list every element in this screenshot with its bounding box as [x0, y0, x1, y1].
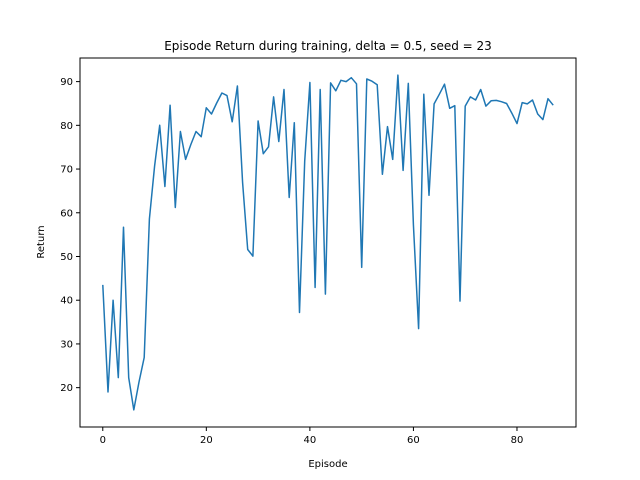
- x-tick-label: 0: [100, 435, 106, 446]
- y-tick-label: 70: [60, 165, 73, 176]
- series-line: [102, 74, 554, 411]
- y-tick-label: 60: [60, 208, 73, 219]
- y-tick-label: 20: [60, 383, 73, 394]
- y-tick-label: 80: [60, 121, 73, 132]
- series-layer: [102, 74, 554, 411]
- plot-area: [79, 57, 577, 428]
- y-tick-label: 50: [60, 252, 73, 263]
- y-axis-ticks: 20 30 40 50 60 70 80 90: [60, 77, 80, 394]
- y-axis-title: Return: [36, 225, 47, 258]
- y-tick-label: 90: [60, 77, 73, 88]
- x-axis-ticks: 0 20 40 60 80: [100, 427, 524, 446]
- chart-title: Episode Return during training, delta = …: [164, 39, 492, 53]
- y-tick-label: 30: [60, 339, 73, 350]
- x-tick-label: 40: [304, 435, 317, 446]
- x-tick-label: 20: [200, 435, 213, 446]
- x-tick-label: 60: [407, 435, 420, 446]
- x-tick-label: 80: [511, 435, 524, 446]
- y-tick-label: 40: [60, 296, 73, 307]
- x-axis-title: Episode: [308, 459, 347, 470]
